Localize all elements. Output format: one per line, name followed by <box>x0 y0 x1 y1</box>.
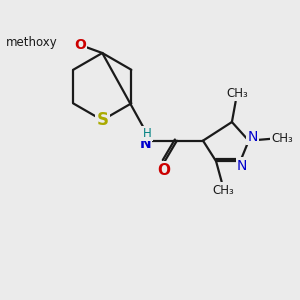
Text: methoxy: methoxy <box>6 36 58 49</box>
Text: CH₃: CH₃ <box>213 184 234 196</box>
Text: N: N <box>140 137 151 152</box>
Text: O: O <box>74 38 86 52</box>
Text: O: O <box>157 163 170 178</box>
Text: N: N <box>247 130 258 144</box>
Text: S: S <box>96 111 108 129</box>
Text: N: N <box>237 159 247 173</box>
Text: CH₃: CH₃ <box>272 132 293 145</box>
Text: H: H <box>143 127 152 140</box>
Text: CH₃: CH₃ <box>226 87 248 100</box>
